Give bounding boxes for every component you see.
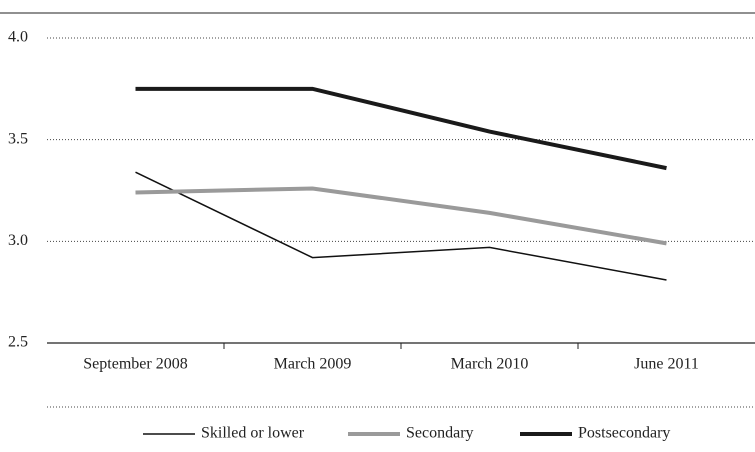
x-tick-label: June 2011: [634, 356, 699, 373]
series-line: [135, 186, 667, 246]
legend-label: Postsecondary: [578, 425, 670, 442]
series-line: [135, 86, 667, 171]
x-tick-label: March 2010: [451, 356, 529, 373]
series-line: [135, 171, 667, 281]
legend-label: Skilled or lower: [201, 425, 305, 442]
y-tick-label: 3.0: [8, 232, 28, 249]
y-tick-label: 4.0: [8, 29, 28, 46]
y-tick-label: 2.5: [8, 334, 28, 351]
x-tick-label: September 2008: [83, 356, 187, 373]
x-tick-label: March 2009: [274, 356, 352, 373]
y-tick-label: 3.5: [8, 130, 28, 147]
legend-label: Secondary: [406, 425, 474, 442]
